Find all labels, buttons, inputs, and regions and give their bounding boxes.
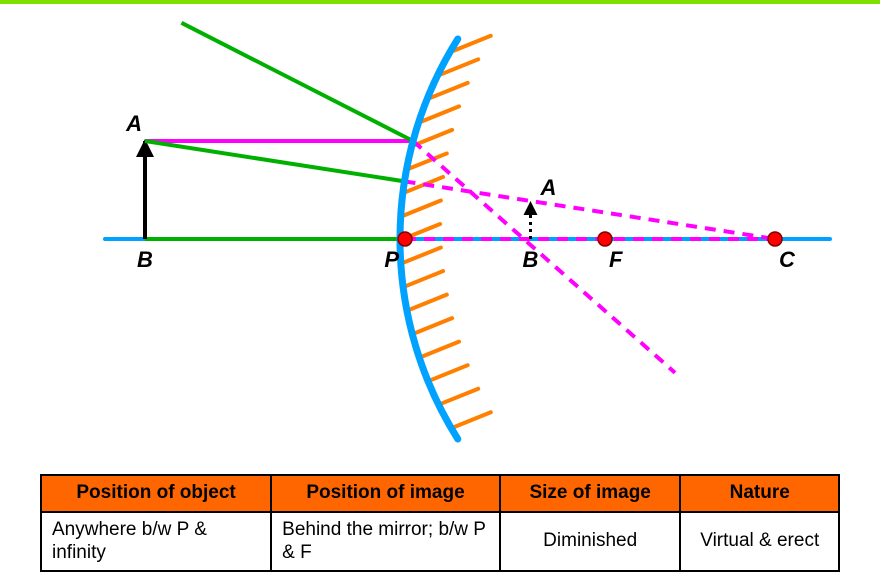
svg-text:B: B [523, 247, 539, 272]
table-header-row: Position of object Position of image Siz… [41, 475, 839, 512]
cell-nature: Virtual & erect [680, 512, 839, 572]
table-row: Anywhere b/w P & infinity Behind the mir… [41, 512, 839, 572]
svg-text:A: A [539, 175, 556, 200]
col-size-image: Size of image [500, 475, 681, 512]
svg-text:B: B [137, 247, 153, 272]
svg-text:P: P [384, 247, 399, 272]
cell-size-image: Diminished [500, 512, 681, 572]
convex-mirror-ray-diagram: A B P F C A B [0, 4, 880, 464]
svg-text:F: F [609, 247, 623, 272]
image-properties-table: Position of object Position of image Siz… [40, 474, 840, 572]
svg-text:C: C [779, 247, 796, 272]
svg-text:A: A [125, 111, 142, 136]
cell-position-object: Anywhere b/w P & infinity [41, 512, 271, 572]
col-position-image: Position of image [271, 475, 500, 512]
col-position-object: Position of object [41, 475, 271, 512]
cell-position-image: Behind the mirror; b/w P & F [271, 512, 500, 572]
col-nature: Nature [680, 475, 839, 512]
